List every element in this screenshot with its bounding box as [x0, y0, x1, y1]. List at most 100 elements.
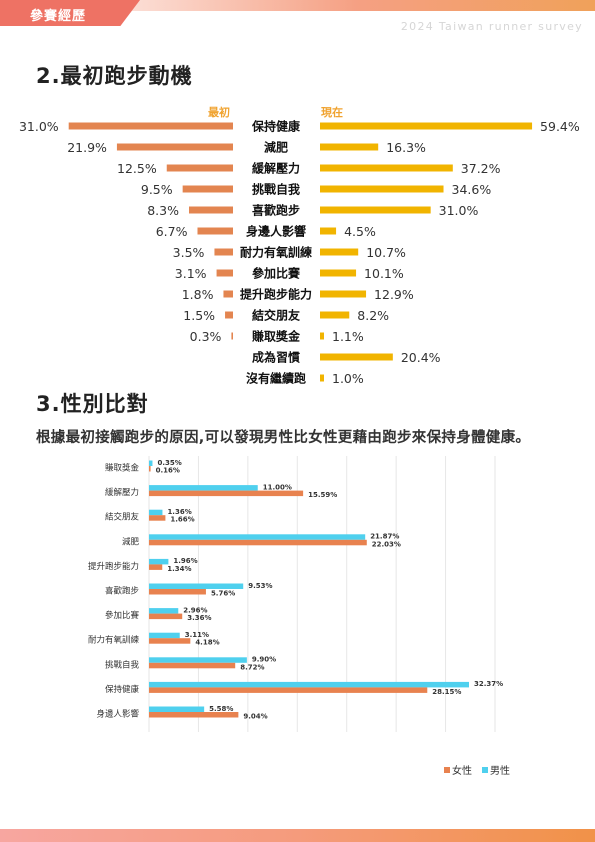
initial-value-label: 31.0% [19, 119, 59, 134]
now-value-label: 1.1% [332, 329, 364, 344]
female-value-label: 5.76% [211, 590, 235, 598]
initial-value-label: 6.7% [156, 224, 188, 239]
now-bar [320, 290, 367, 298]
now-value-label: 8.2% [357, 308, 389, 323]
motivation-category-label: 結交朋友 [252, 308, 300, 323]
gender-category-label: 身邊人影響 [96, 709, 139, 720]
gender-category-label: 保持健康 [105, 684, 140, 695]
male-value-label: 2.96% [183, 606, 207, 614]
initial-value-label: 12.5% [117, 161, 157, 176]
motivation-category-label: 賺取獎金 [252, 329, 301, 344]
initial-bar [189, 206, 233, 214]
female-bar [149, 490, 304, 497]
motivation-category-label: 保持健康 [251, 119, 301, 134]
female-bar [149, 687, 428, 693]
survey-title: 2024 Taiwan runner survey [400, 20, 583, 33]
female-bar [149, 589, 206, 595]
motivation-category-label: 參加比賽 [252, 266, 301, 281]
male-value-label: 1.96% [173, 557, 197, 565]
male-bar [149, 534, 366, 540]
female-bar [149, 515, 166, 521]
initial-value-label: 1.5% [183, 308, 215, 323]
now-value-label: 59.4% [540, 119, 580, 134]
female-value-label: 1.66% [170, 516, 194, 524]
now-bar [320, 311, 350, 319]
female-value-label: 3.36% [187, 614, 211, 622]
section-tab [0, 0, 140, 26]
male-bar [149, 706, 205, 712]
male-value-label: 0.35% [157, 459, 181, 467]
now-bar [320, 374, 324, 382]
male-value-label: 9.53% [248, 582, 272, 590]
male-value-label: 9.90% [252, 656, 276, 664]
initial-bar [225, 311, 233, 319]
now-value-label: 1.0% [332, 371, 364, 386]
motivation-category-label: 提升跑步能力 [240, 287, 312, 302]
now-value-label: 34.6% [452, 182, 492, 197]
now-value-label: 31.0% [439, 203, 479, 218]
motivation-category-label: 減肥 [264, 140, 288, 155]
legend-male-label: 男性 [490, 764, 510, 777]
now-bar [320, 164, 453, 172]
initial-bar [116, 143, 233, 151]
legend-female-swatch [444, 767, 450, 773]
section-tab-label: 參賽經歷 [30, 9, 87, 24]
motivation-category-label: 喜歡跑步 [252, 203, 300, 218]
male-value-label: 32.37% [474, 680, 503, 688]
male-bar [149, 657, 247, 663]
initial-value-label: 21.9% [67, 140, 107, 155]
initial-bar [68, 122, 233, 130]
initial-bar [166, 164, 233, 172]
male-bar [149, 583, 244, 589]
female-value-label: 4.18% [195, 639, 219, 647]
now-value-label: 16.3% [386, 140, 426, 155]
now-value-label: 12.9% [374, 287, 414, 302]
gender-category-label: 挑戰自我 [105, 659, 140, 670]
motivation-chart: 保持健康 31.0% 59.4% 減肥 21.9% 16.3% 緩解壓力 12.5% 37.2%… [19, 119, 580, 387]
gender-chart: 賺取獎金0.35%0.16%緩解壓力11.00%15.59%結交朋友1.36%1… [88, 456, 510, 777]
female-bar [149, 466, 151, 472]
col-header-now: 現在 [321, 106, 343, 119]
now-bar [320, 185, 444, 193]
now-bar [320, 269, 357, 277]
female-value-label: 1.34% [167, 565, 191, 573]
female-value-label: 0.16% [156, 467, 180, 475]
gender-category-label: 結交朋友 [105, 512, 140, 523]
motivation-category-label: 挑戰自我 [252, 182, 300, 197]
initial-bar [216, 269, 233, 277]
gender-category-label: 緩解壓力 [105, 487, 139, 498]
now-bar [320, 122, 533, 130]
female-value-label: 22.03% [372, 540, 401, 548]
now-value-label: 37.2% [461, 161, 501, 176]
initial-bar [214, 248, 233, 256]
motivation-category-label: 身邊人影響 [246, 224, 306, 239]
female-bar [149, 539, 367, 546]
top-gradient-bar [0, 0, 595, 11]
section3-title: 3.性別比對 [36, 392, 149, 416]
initial-value-label: 1.8% [182, 287, 214, 302]
male-bar [149, 460, 153, 466]
male-bar [149, 558, 169, 565]
female-bar [149, 662, 236, 669]
legend-male-swatch [482, 767, 488, 773]
col-header-initial: 最初 [208, 106, 230, 119]
gender-category-label: 提升跑步能力 [88, 561, 139, 572]
gender-category-label: 喜歡跑步 [105, 586, 139, 597]
now-bar [320, 206, 431, 214]
female-value-label: 28.15% [432, 688, 461, 696]
motivation-category-label: 緩解壓力 [252, 161, 300, 176]
female-value-label: 15.59% [308, 491, 337, 499]
initial-value-label: 8.3% [147, 203, 179, 218]
now-bar [320, 332, 324, 340]
initial-value-label: 3.5% [173, 245, 205, 260]
gender-category-label: 賺取獎金 [105, 463, 140, 474]
section2-title: 2.最初跑步動機 [36, 64, 193, 88]
male-value-label: 1.36% [167, 508, 191, 516]
now-bar [320, 353, 393, 361]
gender-category-label: 減肥 [122, 536, 140, 547]
female-value-label: 8.72% [240, 663, 264, 671]
now-value-label: 20.4% [401, 350, 441, 365]
section3-description: 根據最初接觸跑步的原因,可以發現男性比女性更藉由跑步來保持身體健康。 [36, 430, 531, 446]
initial-bar [182, 185, 233, 193]
now-value-label: 10.7% [366, 245, 406, 260]
